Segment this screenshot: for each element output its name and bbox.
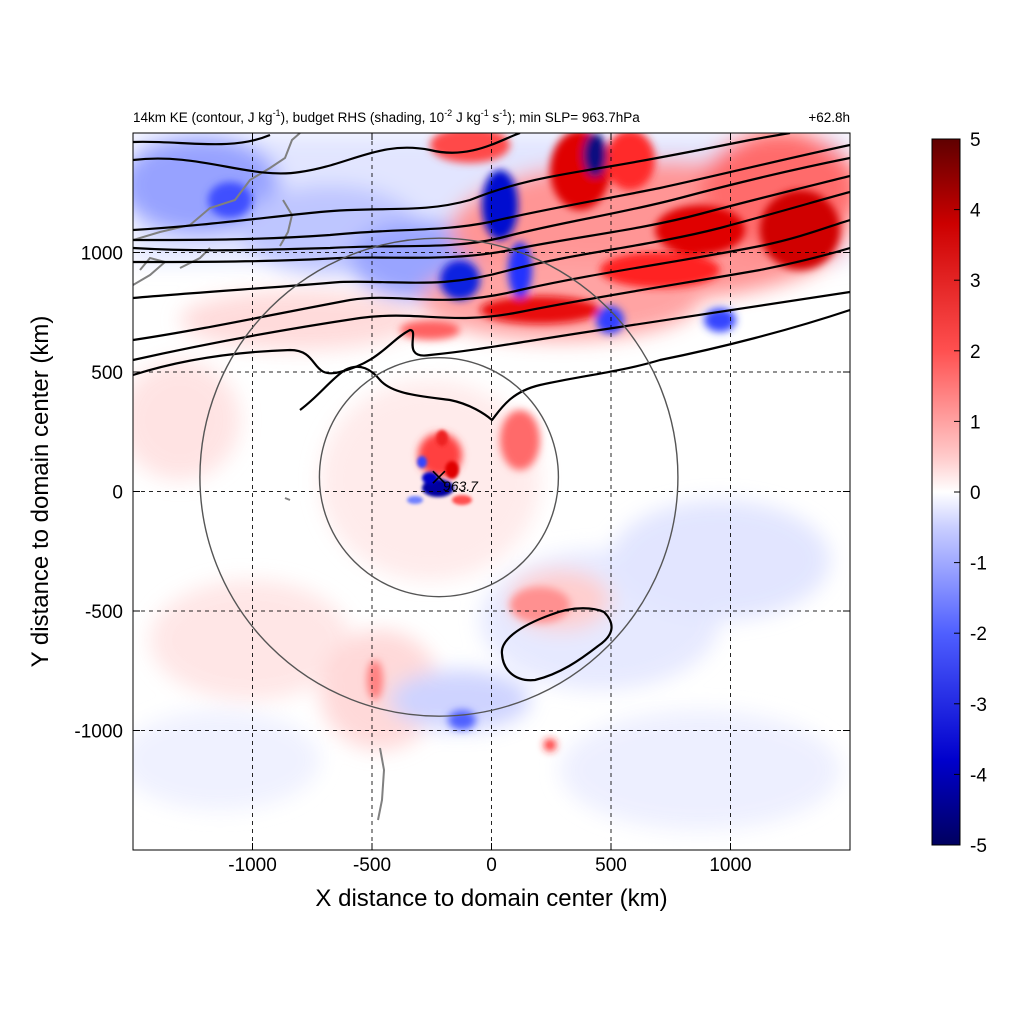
x-axis-title: X distance to domain center (km) bbox=[315, 885, 667, 912]
x-tick-label: 500 bbox=[595, 855, 627, 876]
colorbar-tick-label: 4 bbox=[970, 201, 981, 222]
colorbar-tick-label: 3 bbox=[970, 271, 981, 292]
storm-center-cross bbox=[432, 470, 446, 484]
y-tick-label: -1000 bbox=[74, 722, 123, 743]
colorbar-tick-label: -4 bbox=[970, 765, 987, 786]
y-tick-label: 1000 bbox=[81, 244, 123, 265]
x-tick-label: 0 bbox=[486, 855, 497, 876]
range-ring bbox=[199, 237, 679, 717]
x-tick-label: 1000 bbox=[709, 855, 751, 876]
x-axis-ticks: -1000 -500 0 500 1000 bbox=[228, 133, 752, 876]
y-tick-label: 500 bbox=[91, 363, 123, 384]
storm-center-label: 963.7 bbox=[443, 478, 479, 494]
y-axis-ticks: -1000 -500 0 500 1000 bbox=[74, 244, 850, 743]
plot-title: 14km KE (contour, J kg-1), budget RHS (s… bbox=[133, 108, 640, 125]
time-label: +62.8h bbox=[808, 110, 850, 125]
colorbar-tick-label: -5 bbox=[970, 836, 987, 857]
range-rings bbox=[199, 237, 679, 717]
colorbar-tick-label: 0 bbox=[970, 483, 981, 504]
y-tick-label: -500 bbox=[85, 602, 123, 623]
y-axis-title: Y distance to domain center (km) bbox=[27, 316, 54, 668]
colorbar-tick-label: -1 bbox=[970, 554, 987, 575]
colorbar-tick-label: 1 bbox=[970, 412, 981, 433]
colorbar-tick-label: -3 bbox=[970, 695, 987, 716]
range-ring bbox=[318, 356, 560, 598]
colorbar-tick-label: 2 bbox=[970, 342, 981, 363]
storm-center: 963.7 bbox=[432, 470, 479, 494]
colorbar-tick-label: -2 bbox=[970, 624, 987, 645]
colorbar-ticks: -5 -4 -3 -2 -1 0 1 2 3 4 5 bbox=[954, 130, 987, 857]
x-tick-label: -1000 bbox=[228, 855, 277, 876]
colorbar-tick-label: 5 bbox=[970, 130, 981, 151]
y-tick-label: 0 bbox=[112, 483, 123, 504]
plot-area: 963.7 bbox=[133, 133, 850, 850]
ke-contours bbox=[133, 133, 850, 682]
x-tick-label: -500 bbox=[353, 855, 391, 876]
colorbar: -5 -4 -3 -2 -1 0 1 2 3 4 5 bbox=[931, 130, 987, 857]
